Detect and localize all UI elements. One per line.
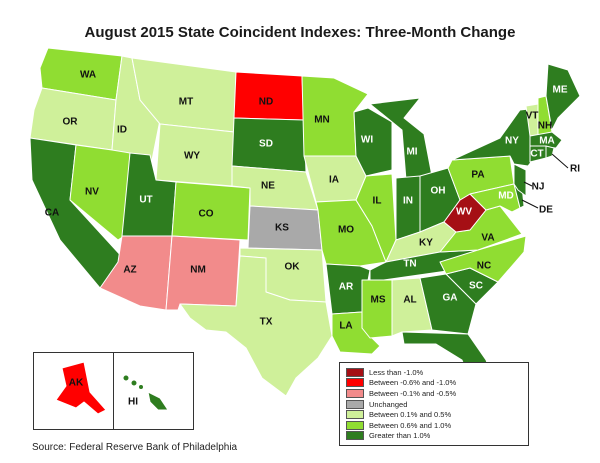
callout-ri <box>551 153 569 169</box>
state-RI[interactable] <box>545 145 555 159</box>
label-PA: PA <box>471 170 484 181</box>
label-MT: MT <box>179 97 193 108</box>
label-IL: IL <box>373 196 382 207</box>
label-MI: MI <box>406 147 417 158</box>
hi-island-2 <box>130 379 138 387</box>
label-WI: WI <box>361 135 373 146</box>
label-CA: CA <box>45 208 59 219</box>
state-TX[interactable] <box>179 255 333 397</box>
state-MA[interactable] <box>529 131 563 149</box>
legend-label: Less than -1.0% <box>369 367 424 377</box>
label-HI: HI <box>128 397 138 408</box>
label-MA: MA <box>539 136 555 147</box>
label-GA: GA <box>443 293 458 304</box>
state-MS[interactable] <box>361 279 393 339</box>
label-OR: OR <box>63 117 79 128</box>
label-MD: MD <box>498 191 514 202</box>
state-ME[interactable] <box>545 63 581 131</box>
state-HI[interactable] <box>147 391 169 411</box>
label-OH: OH <box>431 186 446 197</box>
label-IN: IN <box>403 196 413 207</box>
legend-swatch <box>346 410 364 420</box>
legend-swatch <box>346 367 364 377</box>
label-VT: VT <box>526 111 539 122</box>
state-NC[interactable] <box>439 235 527 283</box>
label-ID: ID <box>117 125 127 136</box>
label-DE: DE <box>539 205 553 216</box>
label-UT: UT <box>139 195 152 206</box>
label-IA: IA <box>329 175 339 186</box>
label-WV: WV <box>456 207 472 218</box>
label-TN: TN <box>403 259 416 270</box>
label-NY: NY <box>505 136 519 147</box>
label-SD: SD <box>259 139 273 150</box>
legend-item-c7: Greater than 1.0% <box>346 431 522 442</box>
label-NH: NH <box>538 121 552 132</box>
legend-item-c3: Between -0.1% and -0.5% <box>346 388 522 399</box>
inset-divider <box>113 352 114 430</box>
label-WA: WA <box>80 70 96 81</box>
label-MO: MO <box>338 225 354 236</box>
legend-item-c4: Unchanged <box>346 399 522 410</box>
legend-label: Between 0.6% and 1.0% <box>369 420 452 430</box>
label-TX: TX <box>260 317 273 328</box>
legend-label: Between -0.1% and -0.5% <box>369 388 457 398</box>
state-MI[interactable] <box>369 97 433 181</box>
label-AK: AK <box>69 378 84 389</box>
legend-item-c2: Between -0.6% and -1.0% <box>346 378 522 389</box>
legend-item-c6: Between 0.6% and 1.0% <box>346 420 522 431</box>
state-NJ[interactable] <box>513 163 527 197</box>
label-KS: KS <box>275 223 289 234</box>
legend-item-c1: Less than -1.0% <box>346 367 522 378</box>
label-RI: RI <box>570 164 580 175</box>
label-NC: NC <box>477 261 491 272</box>
hi-island-3 <box>138 384 144 390</box>
hi-island-1 <box>122 374 130 382</box>
label-NM: NM <box>190 265 206 276</box>
label-ND: ND <box>259 97 273 108</box>
label-VA: VA <box>481 233 494 244</box>
label-LA: LA <box>339 321 352 332</box>
state-AL[interactable] <box>391 277 433 337</box>
label-CT: CT <box>530 149 543 160</box>
state-HI-group <box>122 374 169 411</box>
label-NE: NE <box>261 181 275 192</box>
legend-swatch <box>346 378 364 388</box>
label-MS: MS <box>371 295 386 306</box>
legend-item-c5: Between 0.1% and 0.5% <box>346 409 522 420</box>
legend-label: Unchanged <box>369 399 408 409</box>
label-OK: OK <box>285 262 301 273</box>
state-WI[interactable] <box>353 107 393 177</box>
state-GA[interactable] <box>419 273 477 335</box>
map-title: August 2015 State Coincident Indexes: Th… <box>84 24 516 41</box>
label-AZ: AZ <box>123 265 136 276</box>
legend: Less than -1.0% Between -0.6% and -1.0% … <box>339 362 529 446</box>
legend-label: Between -0.6% and -1.0% <box>369 378 457 388</box>
label-KY: KY <box>419 238 433 249</box>
legend-swatch <box>346 388 364 398</box>
state-IN[interactable] <box>395 175 421 241</box>
label-CO: CO <box>199 209 214 220</box>
label-AL: AL <box>403 295 416 306</box>
legend-label: Greater than 1.0% <box>369 431 431 441</box>
callout-de <box>521 199 539 209</box>
source-note: Source: Federal Reserve Bank of Philadel… <box>32 442 238 453</box>
label-AR: AR <box>339 282 354 293</box>
legend-label: Between 0.1% and 0.5% <box>369 410 452 420</box>
state-AK[interactable] <box>55 361 107 415</box>
legend-swatch <box>346 420 364 430</box>
label-NV: NV <box>85 187 99 198</box>
label-SC: SC <box>469 281 483 292</box>
label-WY: WY <box>184 151 200 162</box>
label-MN: MN <box>314 115 330 126</box>
callout-nj <box>523 181 533 187</box>
label-NJ: NJ <box>532 182 545 193</box>
legend-swatch <box>346 431 364 441</box>
label-ME: ME <box>553 85 568 96</box>
legend-swatch <box>346 399 364 409</box>
